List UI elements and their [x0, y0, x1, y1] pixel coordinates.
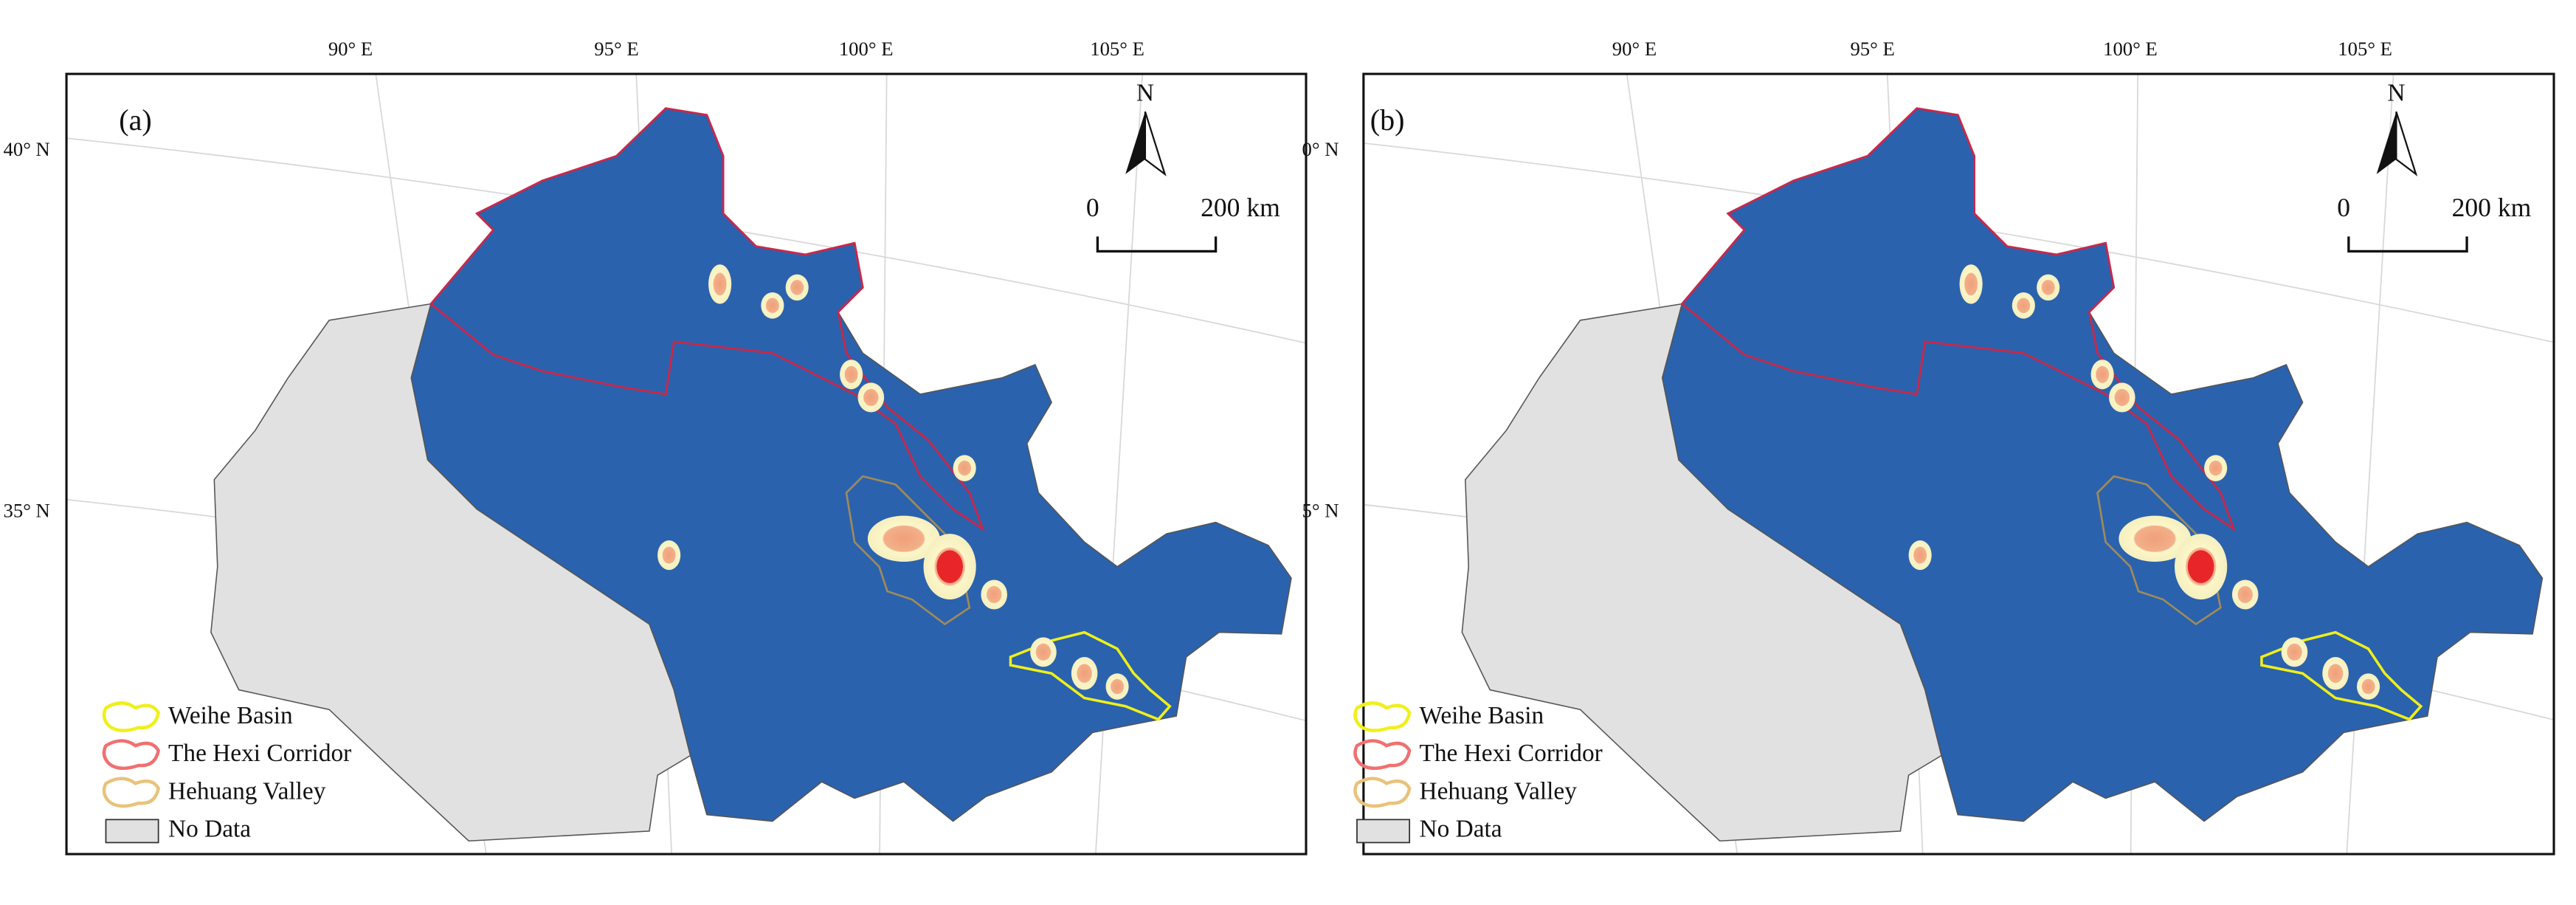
map: [1363, 74, 2555, 855]
latitude-label: 5° N: [1302, 499, 1339, 521]
longitude-label: 90° E: [1612, 38, 1657, 60]
legend-icon: [102, 701, 161, 732]
north-arrow: [2376, 111, 2397, 174]
legend-label: Weihe Basin: [1420, 702, 1544, 729]
latitude-label: 40° N: [4, 138, 50, 160]
scale-start: 0: [2337, 193, 2350, 222]
scale-end: 200 km: [2452, 193, 2532, 222]
latitude-label: 35° N: [4, 499, 50, 521]
scale-start: 0: [1086, 193, 1099, 222]
north-arrow: [1144, 111, 1167, 176]
north-label: N: [2387, 80, 2405, 107]
legend-label: Hehuang Valley: [168, 777, 326, 805]
map-frame: [1362, 72, 2555, 856]
map-clip: [66, 74, 1306, 855]
scale-end: 200 km: [1201, 193, 1280, 222]
legend-icon: [105, 819, 159, 844]
legend-label: No Data: [168, 816, 251, 843]
north-arrow: [2395, 111, 2418, 176]
legend-icon: [102, 739, 161, 770]
legend-icon: [1353, 701, 1412, 732]
panel-label: (b): [1370, 103, 1405, 137]
map-frame: [65, 72, 1308, 856]
legend-label: The Hexi Corridor: [1420, 740, 1603, 767]
map: [66, 74, 1306, 855]
longitude-label: 100° E: [839, 38, 894, 60]
panel: (b) 90° E 95° E 100° E 105° E 0° N 5° N N 0 200 k…: [1302, 38, 2555, 856]
legend-label: Weihe Basin: [168, 702, 293, 729]
panel: (a) 90° E 95° E 100° E 105° E 40° N 35° N N 0 200…: [4, 38, 1308, 856]
legend-label: Hehuang Valley: [1420, 777, 1578, 805]
legend-icon: [1353, 777, 1412, 808]
longitude-label: 100° E: [2103, 38, 2158, 60]
latitude-label: 0° N: [1302, 138, 1339, 160]
longitude-label: 105° E: [2338, 38, 2392, 60]
scale-bar: [1096, 236, 1218, 253]
legend-icon: [1353, 739, 1412, 770]
legend-icon: [1356, 819, 1411, 844]
map-clip: [1363, 74, 2555, 855]
legend-label: No Data: [1420, 816, 1502, 843]
legend-icon: [102, 777, 161, 808]
north-arrow: [1125, 111, 1145, 174]
legend-label: The Hexi Corridor: [168, 740, 351, 767]
scale-bar: [2347, 236, 2468, 253]
panel-label: (a): [119, 103, 151, 137]
north-label: N: [1136, 80, 1154, 107]
longitude-label: 90° E: [328, 38, 373, 60]
longitude-label: 105° E: [1090, 38, 1144, 60]
longitude-label: 95° E: [594, 38, 638, 60]
longitude-label: 95° E: [1850, 38, 1894, 60]
